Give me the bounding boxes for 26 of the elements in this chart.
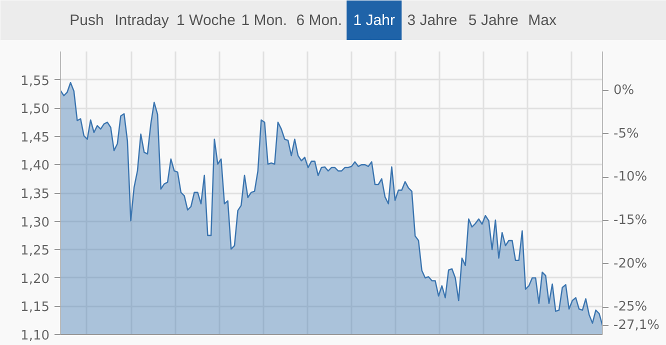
text: 1 Woche — [176, 12, 236, 29]
y2-tick-label: -25% — [614, 300, 648, 315]
text: 5 Jahre — [468, 12, 518, 29]
y-tick-label: 1,25 — [20, 244, 50, 259]
y-tick-label: 1,40 — [20, 158, 50, 174]
y-tick-label: 1,30 — [20, 215, 50, 230]
text: Intraday — [114, 12, 170, 29]
y-tick-label: 1,20 — [20, 272, 50, 287]
y-tick-label: 1,15 — [20, 300, 50, 316]
y2-tick-label: -10% — [614, 170, 648, 185]
text: 6 Mon. — [296, 12, 342, 29]
text: 3 Jahre — [407, 12, 458, 29]
y2-tick-label: -27,1% — [614, 318, 660, 333]
text: 1 Jahr — [353, 12, 395, 29]
y-tick-label: 1,35 — [20, 187, 50, 202]
y-tick-label: 1,10 — [20, 328, 50, 344]
y2-tick-label: -5% — [614, 126, 639, 142]
text: Max — [528, 12, 557, 29]
y2-tick-label: -15% — [614, 213, 648, 228]
y-tick-label: 1,45 — [20, 130, 50, 146]
y-tick-label: 1,50 — [20, 102, 50, 118]
y2-tick-label: -20% — [614, 256, 648, 272]
y-tick-label: 1,55 — [20, 74, 50, 89]
text: Push — [70, 12, 104, 29]
text: 1 Mon. — [241, 12, 288, 29]
y2-tick-label: 0% — [614, 83, 634, 98]
